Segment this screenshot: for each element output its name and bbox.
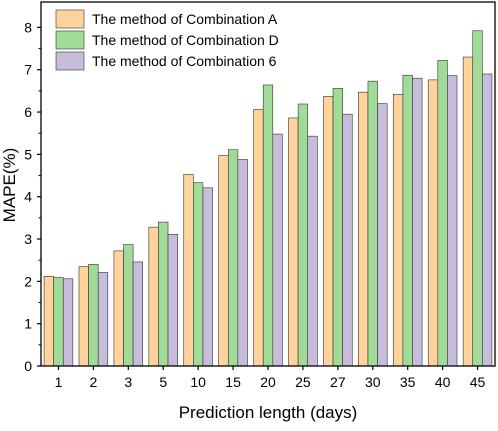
- bar: [367, 80, 378, 367]
- bar: [323, 96, 334, 367]
- bar: [132, 261, 144, 367]
- bar: [148, 226, 159, 367]
- bar: [227, 149, 239, 367]
- y-tick-label: 4: [24, 189, 32, 205]
- bar: [43, 275, 54, 367]
- bar: [167, 234, 178, 367]
- x-tick-label: 25: [295, 374, 311, 390]
- bar: [427, 79, 439, 367]
- y-tick-label: 5: [24, 146, 32, 162]
- x-tick-label: 2: [89, 374, 97, 390]
- x-tick-label: 30: [365, 374, 381, 390]
- bar: [193, 182, 204, 367]
- bars-layer: [43, 30, 493, 367]
- bar: [358, 91, 369, 367]
- bar: [78, 266, 89, 367]
- bar: [218, 155, 229, 367]
- bar: [307, 135, 318, 367]
- legend-swatch: [55, 30, 85, 50]
- bar: [62, 278, 74, 367]
- x-tick-label: 3: [124, 374, 132, 390]
- bar: [377, 103, 388, 367]
- x-tick-label: 1: [55, 374, 63, 390]
- x-tick-label: 27: [330, 374, 346, 390]
- bar: [437, 60, 448, 367]
- bar: [253, 109, 264, 367]
- bar: [272, 133, 283, 367]
- y-tick-label: 8: [24, 19, 32, 35]
- bar: [183, 173, 194, 367]
- y-tick-label: 1: [24, 316, 32, 332]
- bar: [88, 264, 99, 367]
- legend-label: The method of Combination D: [92, 32, 279, 48]
- y-tick-label: 6: [24, 104, 32, 120]
- bar: [123, 244, 134, 367]
- bar: [482, 73, 493, 367]
- bar: [472, 30, 483, 367]
- bar: [332, 88, 343, 367]
- bar: [202, 187, 213, 367]
- bar: [447, 75, 458, 367]
- bar: [113, 250, 124, 367]
- x-tick-label: 10: [190, 374, 206, 390]
- y-tick-label: 0: [24, 358, 32, 374]
- bar: [462, 56, 474, 367]
- x-tick-label: 20: [260, 374, 276, 390]
- bar: [297, 103, 309, 367]
- x-tick-label: 35: [400, 374, 416, 390]
- legend-label: The method of Combination A: [92, 11, 278, 27]
- y-tick-label: 7: [24, 62, 32, 78]
- bar: [412, 77, 423, 367]
- x-tick-label: 15: [225, 374, 241, 390]
- legend-swatch: [55, 9, 85, 29]
- y-axis-title: MAPE(%): [0, 148, 19, 223]
- legend-swatch: [55, 51, 85, 71]
- bar: [262, 84, 274, 367]
- bar: [392, 93, 404, 367]
- legend: The method of Combination A The method of…: [55, 9, 279, 71]
- legend-label: The method of Combination 6: [92, 53, 277, 69]
- bar: [158, 221, 169, 367]
- bar: [53, 277, 64, 367]
- y-tick-label: 3: [24, 231, 32, 247]
- x-axis-title: Prediction length (days): [179, 403, 358, 422]
- y-tick-label: 2: [24, 273, 32, 289]
- bar: [402, 74, 413, 367]
- bar: [97, 272, 109, 367]
- bar: [342, 113, 353, 367]
- bar: [288, 117, 299, 367]
- bar: [237, 159, 248, 367]
- x-tick-label: 40: [435, 374, 451, 390]
- x-tick-label: 45: [470, 374, 486, 390]
- x-tick-label: 5: [159, 374, 167, 390]
